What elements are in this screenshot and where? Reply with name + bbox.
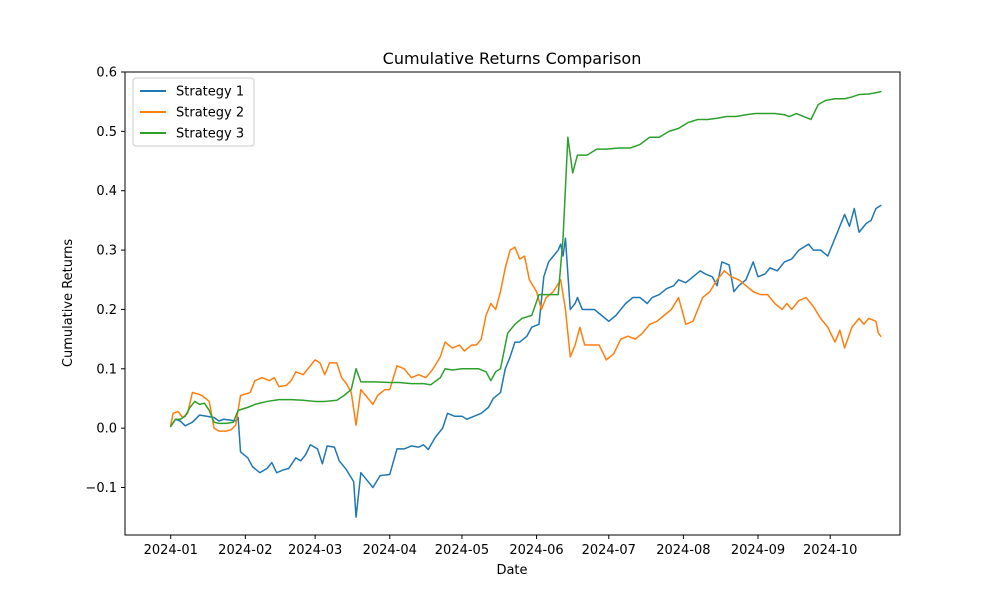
series-line-strategy-3 xyxy=(169,90,882,428)
x-tick-label: 2024-02 xyxy=(218,543,272,558)
y-tick-label: 0.6 xyxy=(96,66,117,81)
chart-title: Cumulative Returns Comparison xyxy=(383,49,642,68)
x-tick-label: 2024-01 xyxy=(144,543,198,558)
y-tick-label: 0.1 xyxy=(96,362,117,377)
legend-label-strategy-3: Strategy 3 xyxy=(176,127,244,142)
x-tick-label: 2024-05 xyxy=(435,543,489,558)
plot-frame xyxy=(124,71,901,536)
y-axis-label: Cumulative Returns xyxy=(61,239,76,367)
legend-label-strategy-2: Strategy 2 xyxy=(176,106,244,121)
axes: 2024-01 2024-02 2024-03 2024-04 2024-05 2024-… xyxy=(85,66,901,558)
series-line-strategy-1 xyxy=(169,204,882,518)
y-tick-label: 0.3 xyxy=(96,244,117,259)
x-tick-label: 2024-08 xyxy=(656,543,710,558)
y-tick-label: −0.1 xyxy=(85,481,117,496)
x-axis-label: Date xyxy=(496,563,527,578)
x-tick-label: 2024-04 xyxy=(363,543,417,558)
series-line-strategy-2 xyxy=(169,246,882,432)
x-tick-label: 2024-09 xyxy=(731,543,785,558)
legend-label-strategy-1: Strategy 1 xyxy=(176,85,244,100)
y-tick-label: 0.0 xyxy=(96,422,117,437)
x-tick-label: 2024-06 xyxy=(509,543,563,558)
x-tick-label: 2024-10 xyxy=(803,543,857,558)
y-tick-label: 0.2 xyxy=(96,303,117,318)
x-tick-label: 2024-03 xyxy=(288,543,342,558)
x-tick-label: 2024-07 xyxy=(582,543,636,558)
plot-area xyxy=(169,90,882,518)
y-tick-label: 0.5 xyxy=(96,125,117,140)
y-tick-label: 0.4 xyxy=(96,184,117,199)
legend-box xyxy=(132,77,255,147)
legend: Strategy 1 Strategy 2 Strategy 3 xyxy=(132,77,255,147)
